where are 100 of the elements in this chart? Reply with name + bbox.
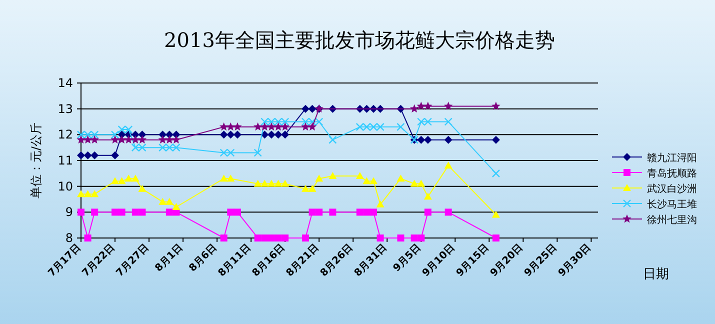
point	[84, 151, 92, 160]
x-tick-label: 8月16日	[250, 242, 288, 280]
x-tick-label: 7月27日	[114, 242, 152, 280]
point	[226, 148, 235, 157]
y-axis-title: 单位：元/公斤	[29, 122, 43, 199]
point	[329, 208, 336, 216]
point	[172, 203, 180, 210]
point	[410, 104, 419, 113]
point	[165, 143, 174, 152]
point	[492, 102, 500, 110]
point	[165, 135, 174, 144]
point	[124, 174, 133, 182]
point	[172, 130, 180, 139]
point	[131, 135, 140, 144]
y-tick-label: 12	[58, 128, 73, 142]
point	[158, 135, 168, 144]
point	[76, 135, 86, 144]
x-tick-label: 8月26日	[318, 242, 356, 280]
point	[444, 162, 452, 169]
point	[226, 130, 235, 139]
point	[131, 174, 140, 182]
point	[274, 122, 283, 131]
point	[314, 118, 324, 126]
point	[370, 208, 378, 216]
point	[396, 174, 405, 182]
x-axis-title: 日期	[643, 267, 669, 282]
legend-label: 赣九江浔阳	[647, 152, 697, 164]
point	[132, 208, 139, 216]
point	[90, 130, 99, 139]
y-tick-label: 10	[58, 179, 73, 194]
point	[267, 130, 276, 139]
point	[301, 104, 310, 113]
point	[356, 172, 364, 179]
point	[233, 122, 242, 131]
point	[417, 180, 426, 187]
point	[397, 234, 404, 242]
x-tick-label: 9月10日	[420, 242, 458, 280]
chart-title: 2013年全国主要批发市场花鲢大宗价格走势	[164, 28, 555, 52]
point	[356, 208, 364, 216]
point	[376, 200, 384, 208]
point	[328, 136, 337, 144]
point	[166, 208, 173, 216]
point	[254, 234, 262, 242]
point	[410, 180, 418, 187]
point	[444, 102, 453, 110]
point	[233, 130, 242, 139]
y-tick-label: 14	[58, 76, 73, 90]
legend-label: 徐州七里沟	[647, 214, 697, 226]
y-tick-label: 11	[58, 154, 73, 168]
point	[90, 151, 99, 160]
point	[356, 122, 364, 132]
point	[138, 184, 146, 192]
legend-label: 武汉白沙洲	[647, 183, 697, 195]
point	[281, 130, 290, 139]
point	[112, 208, 119, 216]
point	[444, 118, 452, 126]
legend-label: 青岛抚顺路	[647, 168, 697, 180]
point	[267, 118, 276, 126]
point	[363, 208, 370, 216]
point	[76, 130, 86, 139]
point	[308, 118, 316, 126]
point	[444, 208, 452, 216]
point	[220, 148, 228, 157]
point	[417, 118, 426, 126]
point	[117, 135, 126, 144]
point	[260, 122, 270, 131]
point	[308, 104, 316, 113]
point	[308, 184, 316, 192]
point	[274, 234, 282, 242]
point	[424, 118, 432, 126]
point	[261, 234, 268, 242]
point	[227, 208, 234, 216]
point	[110, 135, 120, 144]
point	[418, 234, 425, 242]
point	[492, 210, 500, 218]
point	[260, 180, 269, 187]
point	[410, 234, 418, 242]
point	[268, 234, 275, 242]
point	[260, 118, 269, 126]
x-tick-label: 9月30日	[556, 242, 594, 280]
point	[302, 234, 309, 242]
point	[138, 143, 146, 152]
point	[84, 190, 92, 198]
y-tick-label: 13	[58, 102, 73, 116]
point	[280, 118, 290, 126]
legend-label: 长沙马王堆	[647, 198, 697, 210]
point	[138, 208, 146, 216]
point	[424, 192, 432, 200]
point	[424, 136, 432, 144]
point	[280, 122, 290, 131]
point	[84, 130, 92, 139]
point	[376, 122, 384, 132]
point	[362, 177, 371, 184]
point	[274, 180, 282, 187]
point	[91, 208, 98, 216]
point	[274, 130, 282, 139]
x-tick-label: 9月15日	[454, 242, 492, 280]
point	[219, 122, 228, 131]
point	[301, 122, 310, 131]
point	[267, 122, 276, 131]
